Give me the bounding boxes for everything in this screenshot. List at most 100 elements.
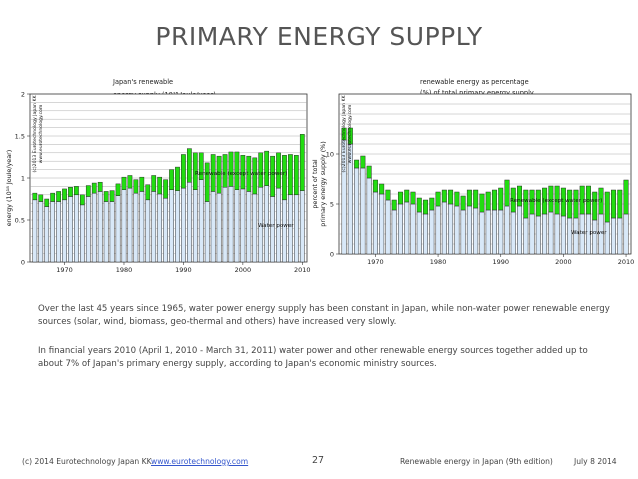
renewable-bar bbox=[50, 192, 56, 202]
description-paragraph-2: In financial years 2010 (April 1, 2010 -… bbox=[38, 346, 588, 369]
renewable-bar bbox=[611, 189, 616, 219]
renewable-bar bbox=[479, 193, 485, 213]
water-power-bar bbox=[228, 186, 234, 263]
renewable-bar bbox=[592, 191, 598, 221]
footer-copyright: (c) 2014 Eurotechnology Japan KK bbox=[22, 457, 152, 466]
water-power-bar bbox=[354, 167, 360, 255]
water-power-bar bbox=[379, 193, 385, 255]
page-number: 27 bbox=[312, 455, 325, 466]
renewable-bar bbox=[276, 152, 281, 189]
chart-title-line: (%) of total primary energy supply bbox=[420, 89, 534, 97]
water-power-bar bbox=[127, 187, 133, 263]
renewable-bar bbox=[598, 187, 604, 215]
water-power-bar bbox=[139, 191, 145, 263]
renewable-bar bbox=[585, 185, 591, 215]
renewable-bar bbox=[460, 195, 466, 211]
renewable-bar bbox=[258, 152, 264, 188]
water-power-bar bbox=[385, 199, 391, 255]
renewable-bar bbox=[485, 191, 491, 211]
water-power-bar bbox=[175, 190, 180, 263]
renewable-bar bbox=[423, 199, 429, 215]
water-power-bar bbox=[103, 201, 109, 263]
renewable-bar bbox=[181, 154, 186, 189]
x-tick-label: 2010 bbox=[618, 258, 635, 266]
renewable-bar bbox=[448, 189, 454, 205]
renewable-bar bbox=[133, 179, 139, 194]
renewable-bar bbox=[435, 191, 441, 207]
water-power-bar bbox=[460, 209, 466, 255]
y-axis-label: primary energy supply (%) bbox=[319, 141, 327, 226]
y-tick-label: 1.5 bbox=[15, 133, 25, 141]
renewable-bar bbox=[97, 181, 103, 192]
water-power-bar bbox=[517, 205, 523, 255]
x-tick-label: 1980 bbox=[116, 266, 133, 274]
water-power-bar bbox=[97, 191, 103, 263]
water-power-bar bbox=[510, 211, 516, 255]
water-power-bar bbox=[210, 191, 216, 263]
renewable-bar bbox=[74, 186, 79, 196]
water-power-bar bbox=[32, 199, 38, 263]
renewable-bar bbox=[391, 199, 397, 211]
water-power-bar bbox=[404, 201, 410, 255]
renewable-bar bbox=[109, 190, 115, 202]
renewable-bar bbox=[429, 197, 435, 211]
renewable-bar bbox=[299, 134, 305, 191]
water-power-bar bbox=[181, 187, 186, 263]
water-power-bar bbox=[186, 181, 192, 263]
water-power-bar bbox=[282, 199, 287, 263]
water-power-bar bbox=[198, 179, 204, 263]
renewable-percentage-chart: renewable energy as percentage (%) of tot… bbox=[311, 78, 635, 266]
renewable-bar bbox=[491, 189, 497, 211]
water-power-bar bbox=[145, 199, 151, 263]
water-power-bar bbox=[466, 205, 472, 255]
renewable-bar bbox=[542, 187, 548, 215]
renewable-bar bbox=[198, 152, 204, 180]
y-tick-label: 0.5 bbox=[15, 217, 25, 225]
renewable-bar bbox=[560, 187, 566, 217]
x-tick-label: 1980 bbox=[430, 258, 447, 266]
renewable-bar bbox=[517, 185, 523, 207]
renewable-bar bbox=[68, 187, 73, 197]
y-tick-label: 5 bbox=[330, 201, 334, 209]
y-axis-label: percent of total bbox=[311, 159, 319, 209]
x-tick-label: 1990 bbox=[492, 258, 509, 266]
renewable-bar bbox=[252, 157, 258, 195]
renewable-bar bbox=[169, 169, 174, 190]
footer-website-link[interactable]: www.eurotechnology.com bbox=[151, 457, 249, 466]
water-power-bar bbox=[548, 211, 554, 255]
renewable-bar bbox=[573, 189, 579, 219]
renewable-bar bbox=[416, 197, 422, 213]
renewable-bar bbox=[151, 175, 157, 192]
water-power-bar bbox=[133, 192, 139, 263]
water-power-bar bbox=[234, 189, 240, 263]
water-power-bar bbox=[222, 187, 228, 263]
water-power-bar bbox=[216, 192, 222, 263]
water-power-bar bbox=[473, 207, 479, 255]
renewable-bar bbox=[410, 191, 416, 205]
y-axis-label: energy (10¹⁸ Joule/year) bbox=[5, 150, 13, 227]
water-power-bar bbox=[360, 167, 366, 255]
water-power-bar bbox=[115, 195, 121, 263]
renewable-bar bbox=[366, 165, 372, 179]
renewable-bar bbox=[157, 176, 163, 195]
water-power-bar bbox=[441, 201, 447, 255]
renewable-bar bbox=[103, 191, 109, 202]
renewable-bar bbox=[385, 189, 391, 201]
water-power-bar bbox=[270, 196, 275, 263]
renewable-bar bbox=[623, 179, 629, 215]
water-power-bar bbox=[560, 215, 566, 255]
water-power-bar bbox=[157, 193, 163, 263]
water-power-bar bbox=[454, 205, 460, 255]
water-power-bar bbox=[567, 217, 573, 255]
water-power-bar bbox=[44, 206, 50, 263]
y-tick-label: 0 bbox=[21, 259, 25, 267]
renewable-bar bbox=[347, 127, 353, 145]
water-power-bar bbox=[617, 217, 623, 255]
water-power-bar bbox=[85, 196, 91, 263]
water-power-bar bbox=[91, 192, 97, 263]
renewable-bar bbox=[246, 155, 252, 192]
renewable-bar bbox=[293, 155, 299, 196]
renewable-bar bbox=[397, 191, 403, 205]
renewable-bar bbox=[441, 189, 447, 203]
description-paragraph-1: Over the last 45 years since 1965, water… bbox=[38, 304, 610, 327]
